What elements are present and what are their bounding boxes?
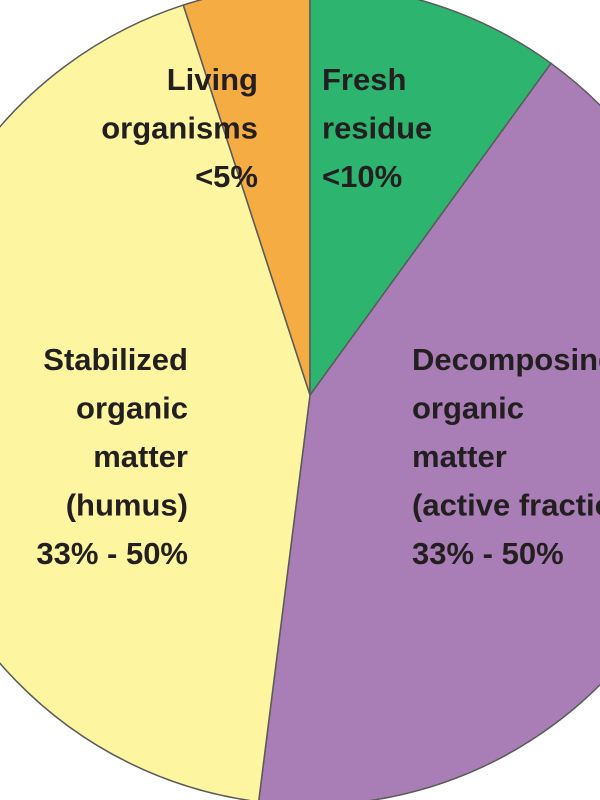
slice-label: matter	[93, 439, 188, 474]
slice-label: matter	[412, 439, 507, 474]
slice-label: Living	[167, 62, 258, 97]
pie-slice	[182, 0, 311, 396]
slice-label: residue	[322, 111, 432, 146]
slice-label: organic	[76, 391, 188, 426]
slice-label: organic	[412, 391, 524, 426]
value-label: 33% - 50%	[36, 536, 188, 571]
slice-label: organisms	[101, 111, 258, 146]
value-label: <5%	[195, 159, 258, 194]
value-label: <10%	[322, 159, 402, 194]
value-label: 33% - 50%	[412, 536, 564, 571]
pie-slice	[0, 4, 311, 800]
pie-slice	[309, 0, 553, 398]
slice-label: (humus)	[66, 488, 188, 523]
slice-label: (active fraction)	[412, 488, 600, 523]
slice-label: Stabilized	[43, 342, 188, 377]
slice-label: Decomposing	[412, 342, 600, 377]
slice-label: Fresh	[322, 62, 406, 97]
pie-slice	[258, 62, 600, 800]
